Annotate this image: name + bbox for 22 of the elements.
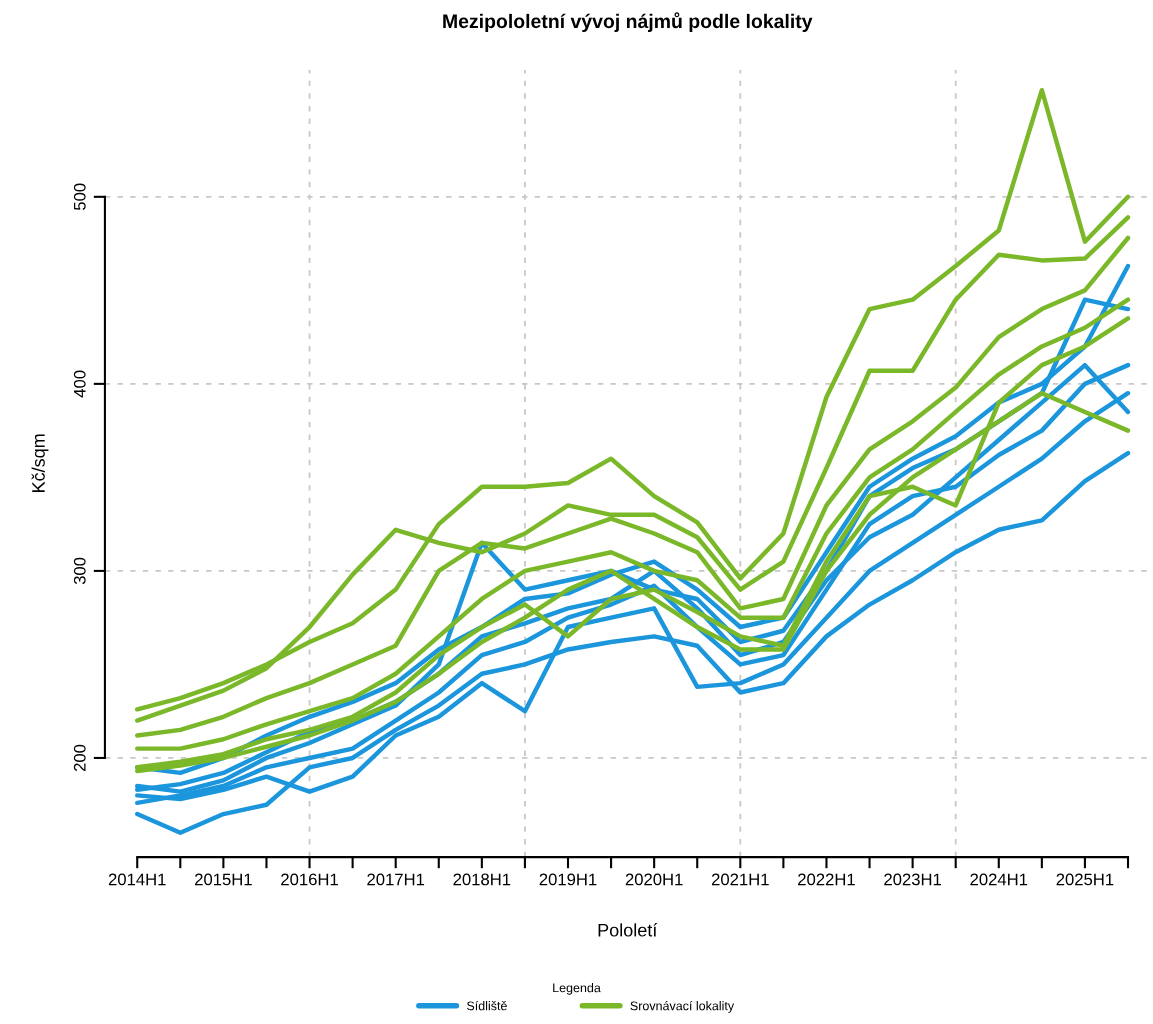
x-tick-label: 2021H1 (711, 873, 769, 886)
x-tick-label: 2024H1 (970, 873, 1028, 886)
y-tick-label: 200 (73, 744, 86, 772)
y-tick-label: 500 (73, 183, 86, 211)
x-tick-label: 2014H1 (108, 873, 166, 886)
x-tick-label: 2025H1 (1056, 873, 1114, 886)
x-tick-label: 2020H1 (625, 873, 683, 886)
x-tick-label: 2018H1 (453, 873, 511, 886)
x-tick-label: 2019H1 (539, 873, 597, 886)
y-tick-label: 400 (73, 370, 86, 398)
legend-title: Legenda (553, 983, 601, 995)
legend-label: Srovnávací lokality (630, 1000, 735, 1013)
y-axis-title: Kč/sqm (31, 434, 49, 492)
x-tick-label: 2015H1 (195, 873, 252, 886)
legend-label: Sídliště (466, 1000, 507, 1011)
chart-title: Mezipololetní vývoj nájmů podle lokality (443, 12, 813, 32)
x-tick-label: 2022H1 (798, 873, 855, 886)
y-tick-label: 300 (73, 557, 86, 585)
x-tick-label: 2016H1 (281, 873, 338, 886)
x-tick-label: 2023H1 (884, 873, 941, 886)
x-tick-label: 2017H1 (367, 873, 425, 886)
x-axis-title: Pololetí (598, 923, 658, 937)
